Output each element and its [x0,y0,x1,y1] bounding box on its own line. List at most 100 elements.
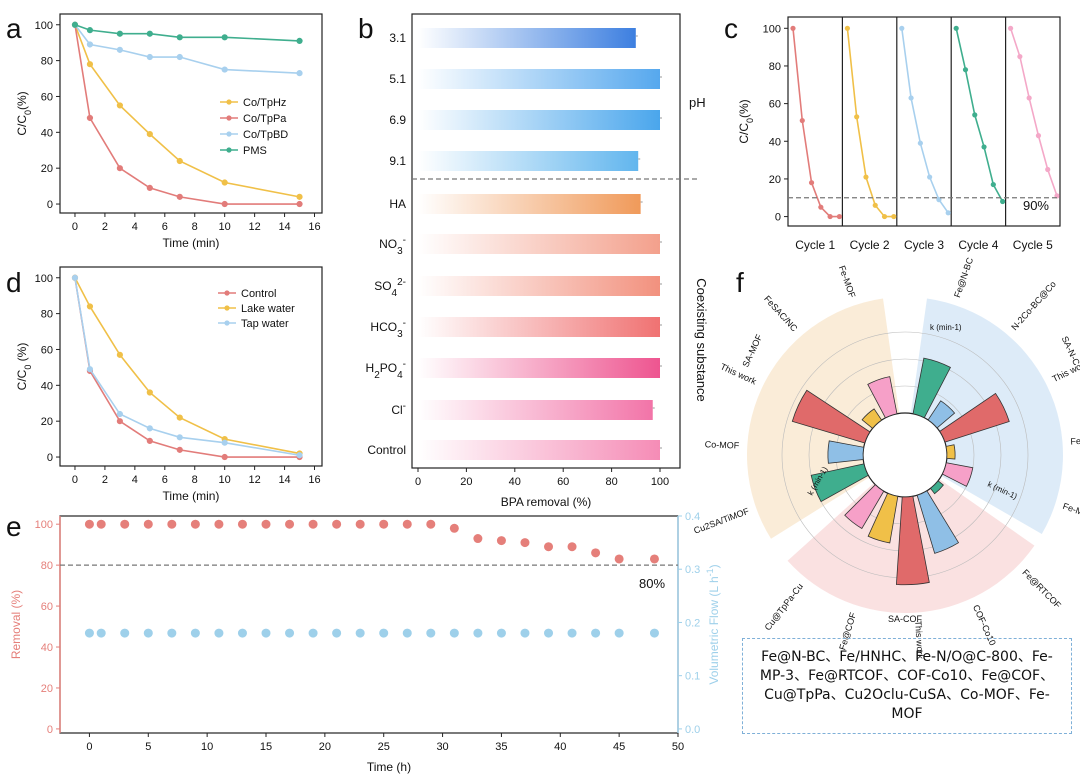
data-point [836,213,843,220]
category-label: 9.1 [389,154,406,168]
category-label: H2PO4- [366,359,406,381]
removal-point [190,519,200,529]
y-tick-label: 20 [41,163,53,175]
data-point [86,61,94,68]
data-point [71,21,79,28]
x-tick-label: 12 [249,474,261,486]
removal-point [355,519,365,529]
x-tick-label: 35 [495,741,507,753]
y-tick-label: 60 [41,91,53,103]
data-point [221,439,228,446]
removal-point [520,538,530,548]
data-point [790,25,796,31]
polar-bar [867,492,899,544]
flow-point [649,628,659,638]
data-point [221,200,228,208]
data-point [176,446,183,453]
y-tick-label: 80 [41,309,53,321]
data-point [146,30,153,37]
x-tick-label: 40 [554,741,566,753]
category-label: SO42- [374,277,406,299]
data-point [799,117,805,124]
y-tick-label-left: 60 [41,601,53,613]
data-point [221,66,228,73]
x-tick-label: 20 [460,476,472,488]
removal-point [143,519,153,529]
data-point [863,174,869,180]
bar-label: This work [913,620,925,660]
flow-point [544,628,554,638]
flow-point [473,628,483,638]
flow-point [426,628,436,638]
flow-point [190,628,200,638]
x-tick-label: 2 [102,474,108,486]
y-tick-label: 20 [769,174,781,186]
data-point [1045,166,1051,173]
removal-point [84,519,94,529]
polar-bar [912,357,951,419]
x-tick-label: 12 [249,221,261,233]
flow-point [261,628,271,638]
group-outer-label: SA-MOF [740,332,764,368]
x-tick-label: 16 [308,221,320,233]
data-point [221,453,228,461]
flow-point [591,628,601,638]
threshold-label: 90% [1023,198,1049,213]
data-point [899,25,905,31]
x-tick-label: 5 [145,741,151,753]
bar-label: This work [719,361,759,387]
data-point [116,102,123,109]
y-tick-label-left: 40 [41,642,53,654]
data-point [808,180,815,186]
legend-marker [226,115,232,121]
data-point [116,165,123,172]
data-point [146,131,153,138]
removal-point [402,519,412,529]
x-axis-title: Time (h) [367,760,411,774]
x-tick-label: 0 [72,474,78,486]
cycle-label: Cycle 2 [850,238,890,252]
data-point [296,193,303,200]
y-tick-label-right: 0.3 [685,564,700,576]
flow-point [167,628,177,638]
cycle-label: Cycle 4 [958,238,998,252]
legend-marker [226,147,232,153]
data-point [176,193,183,200]
removal-point [544,542,554,552]
data-point [827,213,833,220]
polar-bar [929,480,944,495]
flow-point [449,628,459,638]
y-axis-title: C/C0 (%) [15,343,33,391]
removal-point [167,519,177,529]
data-point [116,46,123,53]
y-tick-label-left: 100 [35,519,53,531]
polar-bar [791,389,871,444]
panel-letter-b: b [358,13,374,44]
legend-label: Lake water [241,303,295,315]
flow-point [237,628,247,638]
group-outer-label: SA-N-C [1060,335,1080,368]
bar-label: Fe-MOF [837,264,858,299]
flow-point [520,628,530,638]
y-tick-label: 80 [769,61,781,73]
flow-point [143,628,153,638]
data-point [1000,198,1006,205]
x-axis-title: BPA removal (%) [501,495,591,509]
legend-marker [226,131,232,137]
bar-7 [418,317,660,337]
removal-point [120,519,130,529]
flow-point [402,628,412,638]
data-point [176,434,183,441]
data-point [176,53,183,61]
data-point [296,70,303,77]
y-tick-label-left: 80 [41,560,53,572]
panel-b-chart: 0 20 40 60 80 100 BPA removal (%) 3.1 5.1 6.9 9.1 H… [366,13,709,509]
data-point [176,34,183,41]
y-tick-label: 40 [41,127,53,139]
x-tick-label: 6 [162,221,168,233]
data-point [953,25,959,31]
panel-letter-d: d [6,267,22,298]
flow-point [355,628,365,638]
category-label: Cl- [391,401,406,418]
